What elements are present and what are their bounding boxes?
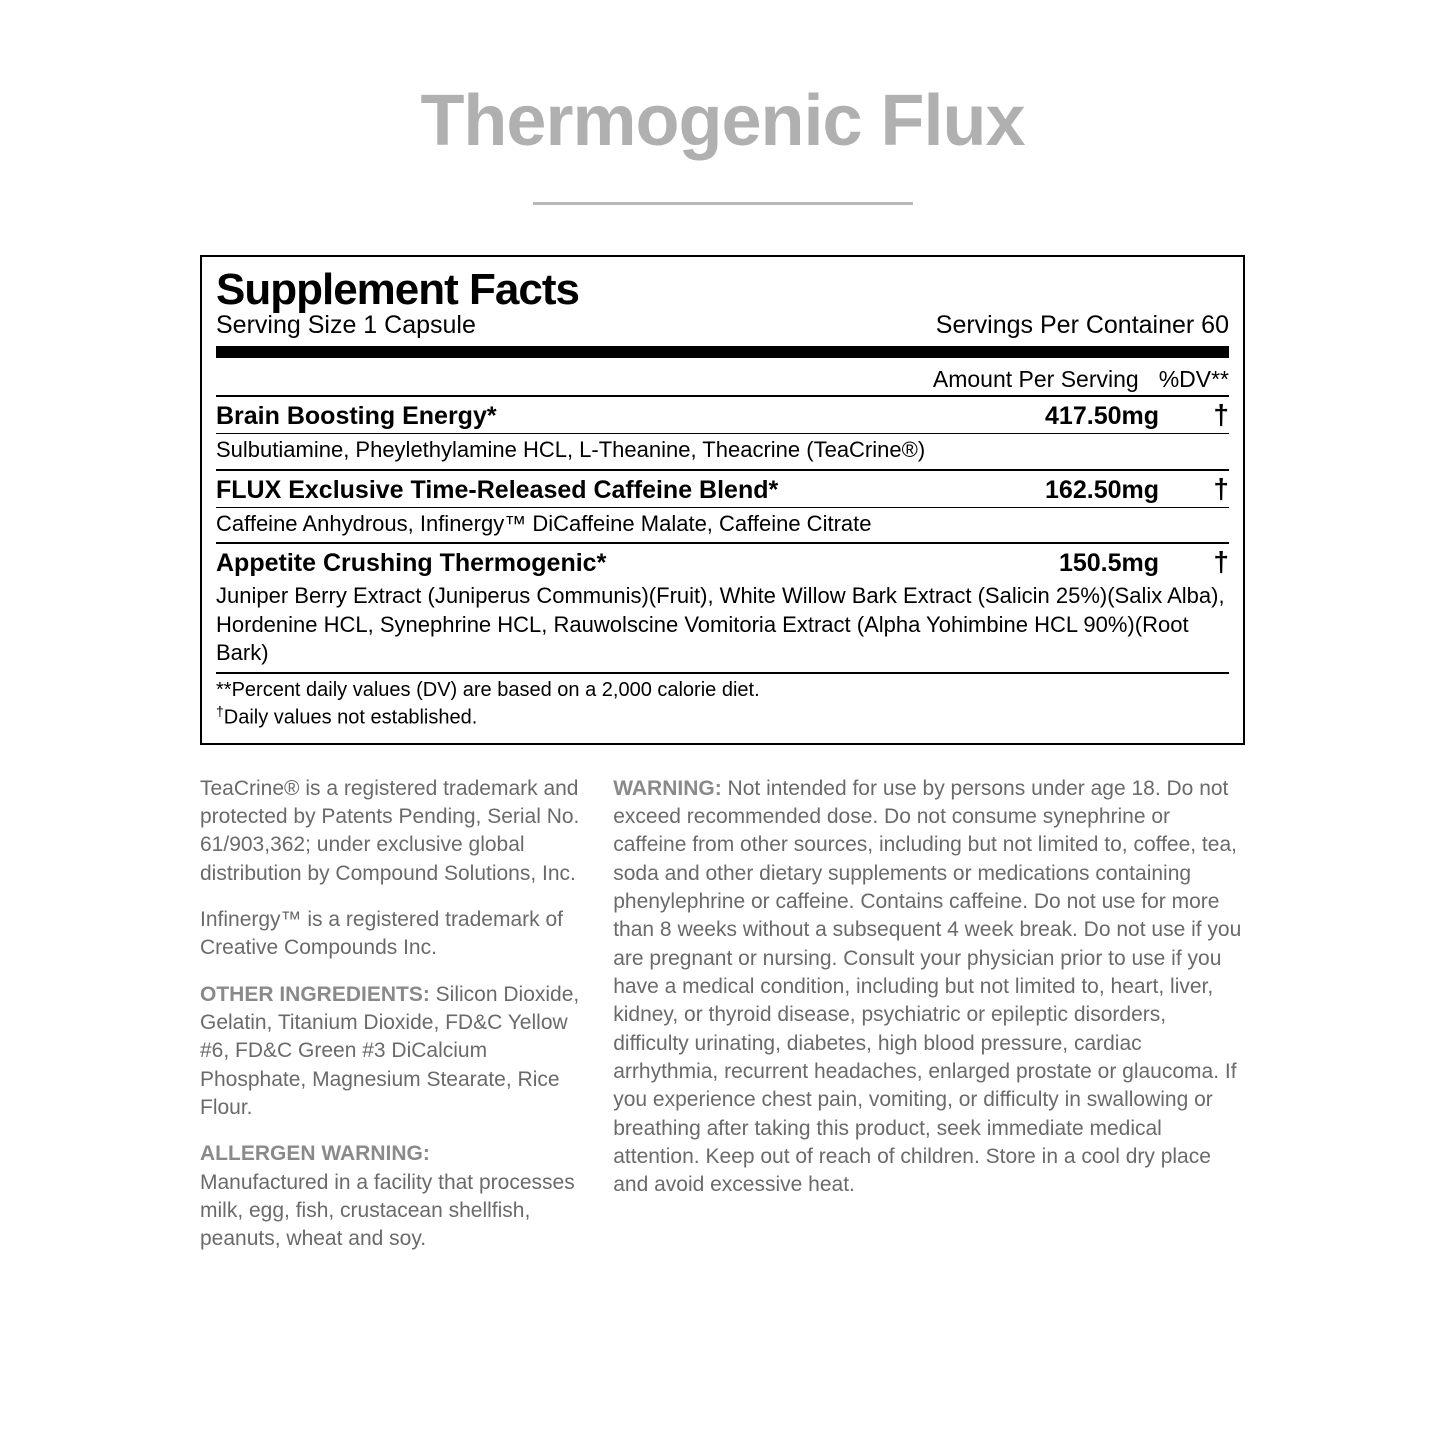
blend-amount: 417.50mg [1009, 402, 1159, 431]
blend-ingredients: Juniper Berry Extract (Juniperus Communi… [216, 580, 1229, 674]
blend-name: FLUX Exclusive Time-Released Caffeine Bl… [216, 476, 1009, 505]
right-column: WARNING: Not intended for use by persons… [613, 775, 1245, 1272]
dagger-symbol: † [216, 703, 224, 719]
blend-name: Appetite Crushing Thermogenic* [216, 549, 1009, 578]
servings-per-container: Servings Per Container 60 [936, 311, 1229, 340]
footnote-dagger-text: Daily values not established. [224, 707, 477, 729]
left-column: TeaCrine® is a registered trademark and … [200, 775, 587, 1272]
warning-text: Not intended for use by persons under ag… [613, 777, 1241, 1197]
blend-ingredients: Sulbutiamine, Pheylethylamine HCL, L-The… [216, 434, 1229, 471]
footnotes: **Percent daily values (DV) are based on… [216, 674, 1229, 731]
teacrine-trademark: TeaCrine® is a registered trademark and … [200, 775, 587, 888]
amount-header: Amount Per Serving [933, 366, 1139, 393]
blend-dv: † [1199, 546, 1229, 578]
title-divider [533, 202, 913, 205]
serving-size: Serving Size 1 Capsule [216, 311, 476, 340]
warning-paragraph: WARNING: Not intended for use by persons… [613, 775, 1245, 1200]
thick-rule [216, 346, 1229, 358]
allergen-text: Manufactured in a facility that processe… [200, 1171, 575, 1251]
blend-dv: † [1199, 473, 1229, 505]
column-headers: Amount Per Serving %DV** [216, 362, 1229, 397]
blend-amount: 150.5mg [1009, 549, 1159, 578]
footnote-dv: **Percent daily values (DV) are based on… [216, 678, 1229, 703]
supplement-facts-panel: Supplement Facts Serving Size 1 Capsule … [200, 255, 1245, 745]
blend-ingredients: Caffeine Anhydrous, Infinergy™ DiCaffein… [216, 508, 1229, 545]
warning-label: WARNING: [613, 777, 722, 800]
allergen-warning: ALLERGEN WARNING: Manufactured in a faci… [200, 1140, 587, 1253]
blend-row: Brain Boosting Energy* 417.50mg † [216, 397, 1229, 434]
bottom-columns: TeaCrine® is a registered trademark and … [200, 775, 1245, 1272]
blend-row: Appetite Crushing Thermogenic* 150.5mg † [216, 544, 1229, 580]
blend-name: Brain Boosting Energy* [216, 402, 1009, 431]
allergen-label: ALLERGEN WARNING: [200, 1142, 430, 1165]
infinergy-trademark: Infinergy™ is a registered trademark of … [200, 906, 587, 963]
blend-row: FLUX Exclusive Time-Released Caffeine Bl… [216, 471, 1229, 508]
footnote-dagger: †Daily values not established. [216, 703, 1229, 731]
product-title: Thermogenic Flux [180, 80, 1265, 162]
serving-row: Serving Size 1 Capsule Servings Per Cont… [216, 311, 1229, 340]
blend-amount: 162.50mg [1009, 476, 1159, 505]
other-ingredients: OTHER INGREDIENTS: Silicon Dioxide, Gela… [200, 981, 587, 1123]
other-ingredients-label: OTHER INGREDIENTS: [200, 983, 430, 1006]
dv-header: %DV** [1159, 366, 1229, 393]
facts-heading: Supplement Facts [216, 265, 1229, 315]
blend-dv: † [1199, 399, 1229, 431]
